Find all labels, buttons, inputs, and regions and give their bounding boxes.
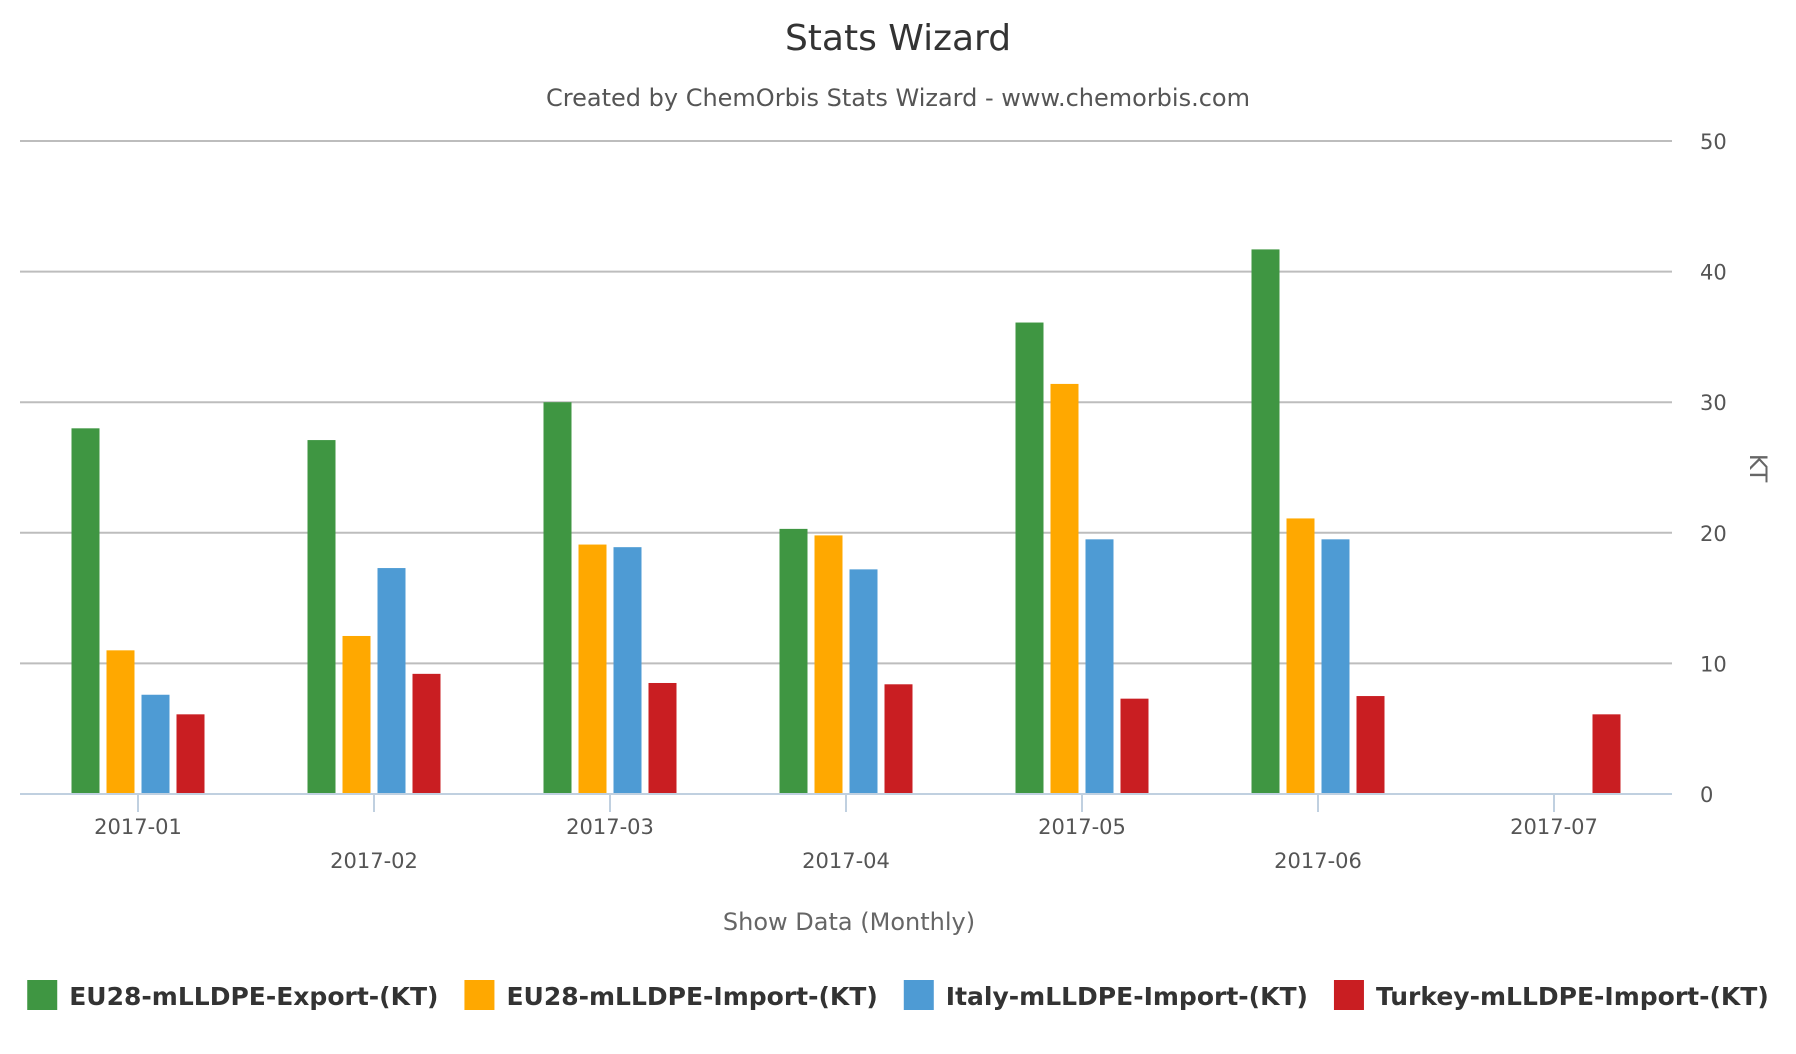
bar-0-0[interactable] (71, 428, 100, 794)
legend-swatch (27, 980, 58, 1010)
bar-3-3[interactable] (884, 684, 913, 794)
bar-3-1[interactable] (814, 535, 843, 794)
bar-1-3[interactable] (412, 673, 441, 794)
legend-item[interactable]: Italy-mLLDPE-Import-(KT) (903, 980, 1308, 1011)
x-tick-label: 2017-06 (1274, 849, 1362, 873)
bar-2-2[interactable] (613, 547, 642, 794)
legend-label: Turkey-mLLDPE-Import-(KT) (1376, 982, 1769, 1011)
bar-5-3[interactable] (1356, 696, 1385, 794)
bar-2-1[interactable] (578, 544, 607, 794)
y-tick-label: 20 (1700, 522, 1727, 546)
legend-label: EU28-mLLDPE-Export-(KT) (69, 982, 438, 1011)
legend-item[interactable]: EU28-mLLDPE-Export-(KT) (27, 980, 438, 1011)
y-tick-label: 40 (1700, 261, 1727, 285)
bar-4-1[interactable] (1050, 383, 1079, 794)
bar-2-0[interactable] (543, 402, 572, 794)
legend-swatch (464, 980, 495, 1010)
bar-0-1[interactable] (106, 650, 135, 794)
x-tick-label: 2017-04 (802, 849, 890, 873)
chart-title: Stats Wizard (785, 18, 1011, 59)
bar-1-1[interactable] (342, 635, 371, 794)
y-tick-label: 0 (1700, 783, 1713, 807)
legend-swatch (903, 980, 934, 1010)
legend-label: Italy-mLLDPE-Import-(KT) (946, 982, 1308, 1011)
bar-5-2[interactable] (1321, 539, 1350, 794)
x-tick-label: 2017-07 (1510, 815, 1598, 839)
x-axis (20, 793, 1672, 812)
bar-6-3[interactable] (1592, 714, 1621, 794)
gridlines (20, 140, 1672, 665)
y-tick-label: 10 (1700, 652, 1727, 676)
bar-1-2[interactable] (377, 568, 406, 794)
x-tick-label: 2017-01 (94, 815, 182, 839)
bar-1-0[interactable] (307, 440, 336, 794)
bar-2-3[interactable] (648, 682, 677, 794)
bar-0-3[interactable] (176, 714, 205, 794)
bar-4-3[interactable] (1120, 698, 1149, 794)
chart-subtitle: Created by ChemOrbis Stats Wizard - www.… (546, 84, 1250, 112)
legend-item[interactable]: Turkey-mLLDPE-Import-(KT) (1333, 980, 1769, 1011)
bars (71, 249, 1621, 794)
legend: EU28-mLLDPE-Export-(KT) EU28-mLLDPE-Impor… (27, 980, 1769, 1011)
x-axis-labels: 2017-01 2017-02 2017-03 2017-04 2017-05 2017-… (94, 815, 1598, 873)
bar-5-0[interactable] (1251, 249, 1280, 794)
bar-5-1[interactable] (1286, 518, 1315, 794)
x-tick-label: 2017-02 (330, 849, 418, 873)
legend-swatch (1333, 980, 1364, 1010)
legend-item[interactable]: EU28-mLLDPE-Import-(KT) (464, 980, 878, 1011)
bar-4-0[interactable] (1015, 322, 1044, 794)
bar-0-2[interactable] (141, 694, 170, 794)
y-tick-label: 50 (1700, 130, 1727, 154)
bar-3-0[interactable] (779, 528, 808, 794)
y-axis-labels: 0 10 20 30 40 50 (1700, 130, 1727, 807)
bar-3-2[interactable] (849, 569, 878, 794)
y-axis-title: KT (1744, 454, 1772, 483)
y-tick-label: 30 (1700, 391, 1727, 415)
x-tick-label: 2017-03 (566, 815, 654, 839)
legend-label: EU28-mLLDPE-Import-(KT) (506, 982, 877, 1011)
bar-4-2[interactable] (1085, 539, 1114, 794)
x-axis-title: Show Data (Monthly) (723, 908, 975, 936)
x-tick-label: 2017-05 (1038, 815, 1126, 839)
